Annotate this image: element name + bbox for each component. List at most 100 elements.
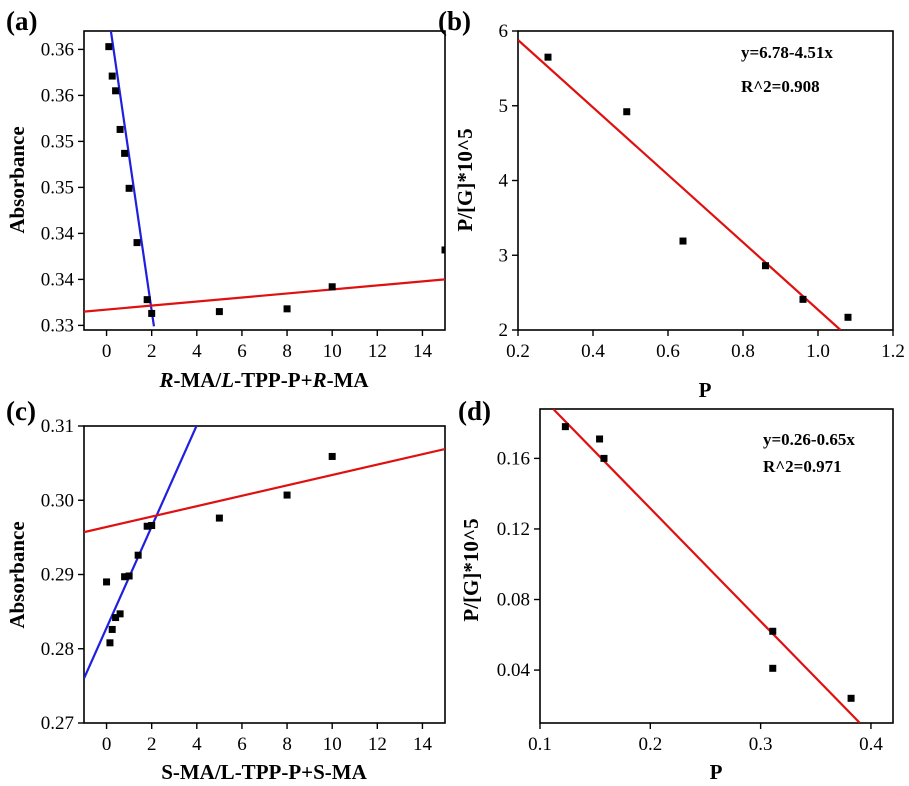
panel-c: 0 2 4 6 8 10 12 14 0.27 0.28 0.29 0.30 0.31(c) S-MA/L… (5, 396, 446, 784)
y-tick-label: 5 (499, 96, 509, 117)
x-tick-label: 0.3 (749, 734, 773, 755)
y-tick-label: 2 (499, 320, 509, 341)
x-tick-label: 0 (102, 341, 112, 362)
x-tick-label: 0.4 (581, 341, 605, 362)
data-point (133, 239, 141, 247)
y-tick-label: 0.35 (41, 177, 74, 198)
data-point (121, 573, 129, 581)
data-point (441, 246, 445, 254)
x-tick-label: 0.4 (859, 734, 883, 755)
panel-a: 0 2 4 6 8 10 12 140.330.340.340.350.350.360.36(… (5, 6, 446, 392)
y-axis-title: Absorbance (5, 521, 29, 628)
data-point (112, 87, 120, 95)
x-tick-label: 14 (413, 734, 433, 755)
y-tick-label: 0.34 (41, 223, 75, 244)
x-tick-label: 10 (323, 734, 342, 755)
y-tick-label: 6 (499, 21, 509, 42)
data-point (108, 625, 116, 633)
x-tick-label: 4 (192, 734, 202, 755)
data-point (596, 435, 604, 443)
x-tick-label: 2 (147, 341, 157, 362)
data-point (148, 521, 156, 529)
panel-label: (a) (6, 6, 37, 36)
fit-r-squared: R^2=0.971 (763, 457, 842, 476)
fit-r-squared: R^2=0.908 (741, 77, 820, 96)
y-tick-label: 0.08 (497, 590, 530, 611)
y-tick-label: 0.35 (41, 131, 74, 152)
data-point (283, 491, 291, 499)
y-tick-label: 0.36 (41, 39, 74, 60)
x-axis-title: R-MA/L-TPP-P+R-MA (158, 368, 369, 392)
data-point (215, 514, 223, 522)
data-point (762, 262, 769, 270)
plot-frame (83, 425, 446, 724)
y-tick-label: 0.28 (41, 639, 74, 660)
data-point (679, 237, 687, 245)
panel-label: (d) (458, 396, 491, 426)
x-tick-label: 0.8 (731, 341, 755, 362)
y-tick-label: 0.31 (41, 416, 74, 437)
x-tick-label: 8 (282, 734, 292, 755)
data-point (544, 53, 552, 61)
y-tick-label: 0.36 (41, 85, 74, 106)
data-point (143, 296, 151, 304)
x-tick-label: 1.2 (881, 341, 905, 362)
y-tick-label: 0.33 (41, 315, 74, 336)
data-point (125, 572, 133, 580)
data-point (106, 639, 114, 647)
data-point (600, 454, 608, 462)
x-tick-label: 4 (192, 341, 202, 362)
data-point (283, 305, 291, 313)
data-point (112, 614, 120, 622)
y-tick-label: 0.30 (41, 490, 74, 511)
y-axis-title: Absorbance (5, 126, 29, 233)
data-point (847, 694, 855, 702)
data-point (561, 423, 569, 431)
data-point (769, 664, 777, 672)
data-point (108, 72, 116, 80)
y-tick-label: 0.27 (41, 713, 74, 734)
data-point (769, 627, 777, 635)
plot-frame (517, 30, 894, 331)
y-tick-label: 0.12 (497, 519, 530, 540)
panel-label: (b) (438, 6, 471, 36)
data-point (134, 551, 142, 559)
panel-label: (c) (6, 396, 36, 426)
fit-line (84, 447, 445, 534)
y-axis-title: P/[G]*10^5 (459, 518, 483, 621)
x-axis-title: P (699, 378, 712, 402)
data-point (116, 610, 124, 618)
data-point (215, 308, 223, 316)
fit-equation: y=6.78-4.51x (741, 43, 833, 62)
fit-line (109, 31, 156, 327)
y-tick-label: 3 (499, 245, 509, 266)
data-point (799, 295, 807, 303)
y-axis-title: P/[G]*10^5 (453, 128, 477, 231)
plot-frame (83, 30, 446, 331)
x-tick-label: 0.6 (656, 341, 680, 362)
x-axis-title: P (710, 760, 723, 784)
x-tick-label: 6 (237, 341, 247, 362)
y-tick-label: 0.16 (497, 448, 530, 469)
fit-equation: y=0.26-0.65x (763, 430, 855, 449)
x-tick-label: 0.2 (638, 734, 662, 755)
fit-line (518, 39, 842, 330)
y-tick-label: 4 (499, 171, 509, 192)
data-point (844, 313, 852, 321)
y-tick-label: 0.34 (41, 269, 75, 290)
x-tick-label: 0 (102, 734, 112, 755)
data-point (328, 283, 336, 291)
y-tick-label: 0.04 (497, 660, 531, 681)
data-point (143, 522, 151, 530)
data-point (121, 149, 129, 157)
x-tick-label: 0.2 (506, 341, 530, 362)
x-tick-label: 6 (237, 734, 247, 755)
panel-d: 0.1 0.2 0.3 0.4 0.04 0.08 0.12 0.16 (d) P P/[G]*10… (458, 396, 894, 784)
plot-frame (539, 408, 894, 724)
x-tick-label: 12 (368, 734, 387, 755)
fit-line (84, 278, 445, 313)
x-tick-label: 0.1 (528, 734, 552, 755)
y-tick-label: 0.29 (41, 565, 74, 586)
x-tick-label: 2 (147, 734, 157, 755)
